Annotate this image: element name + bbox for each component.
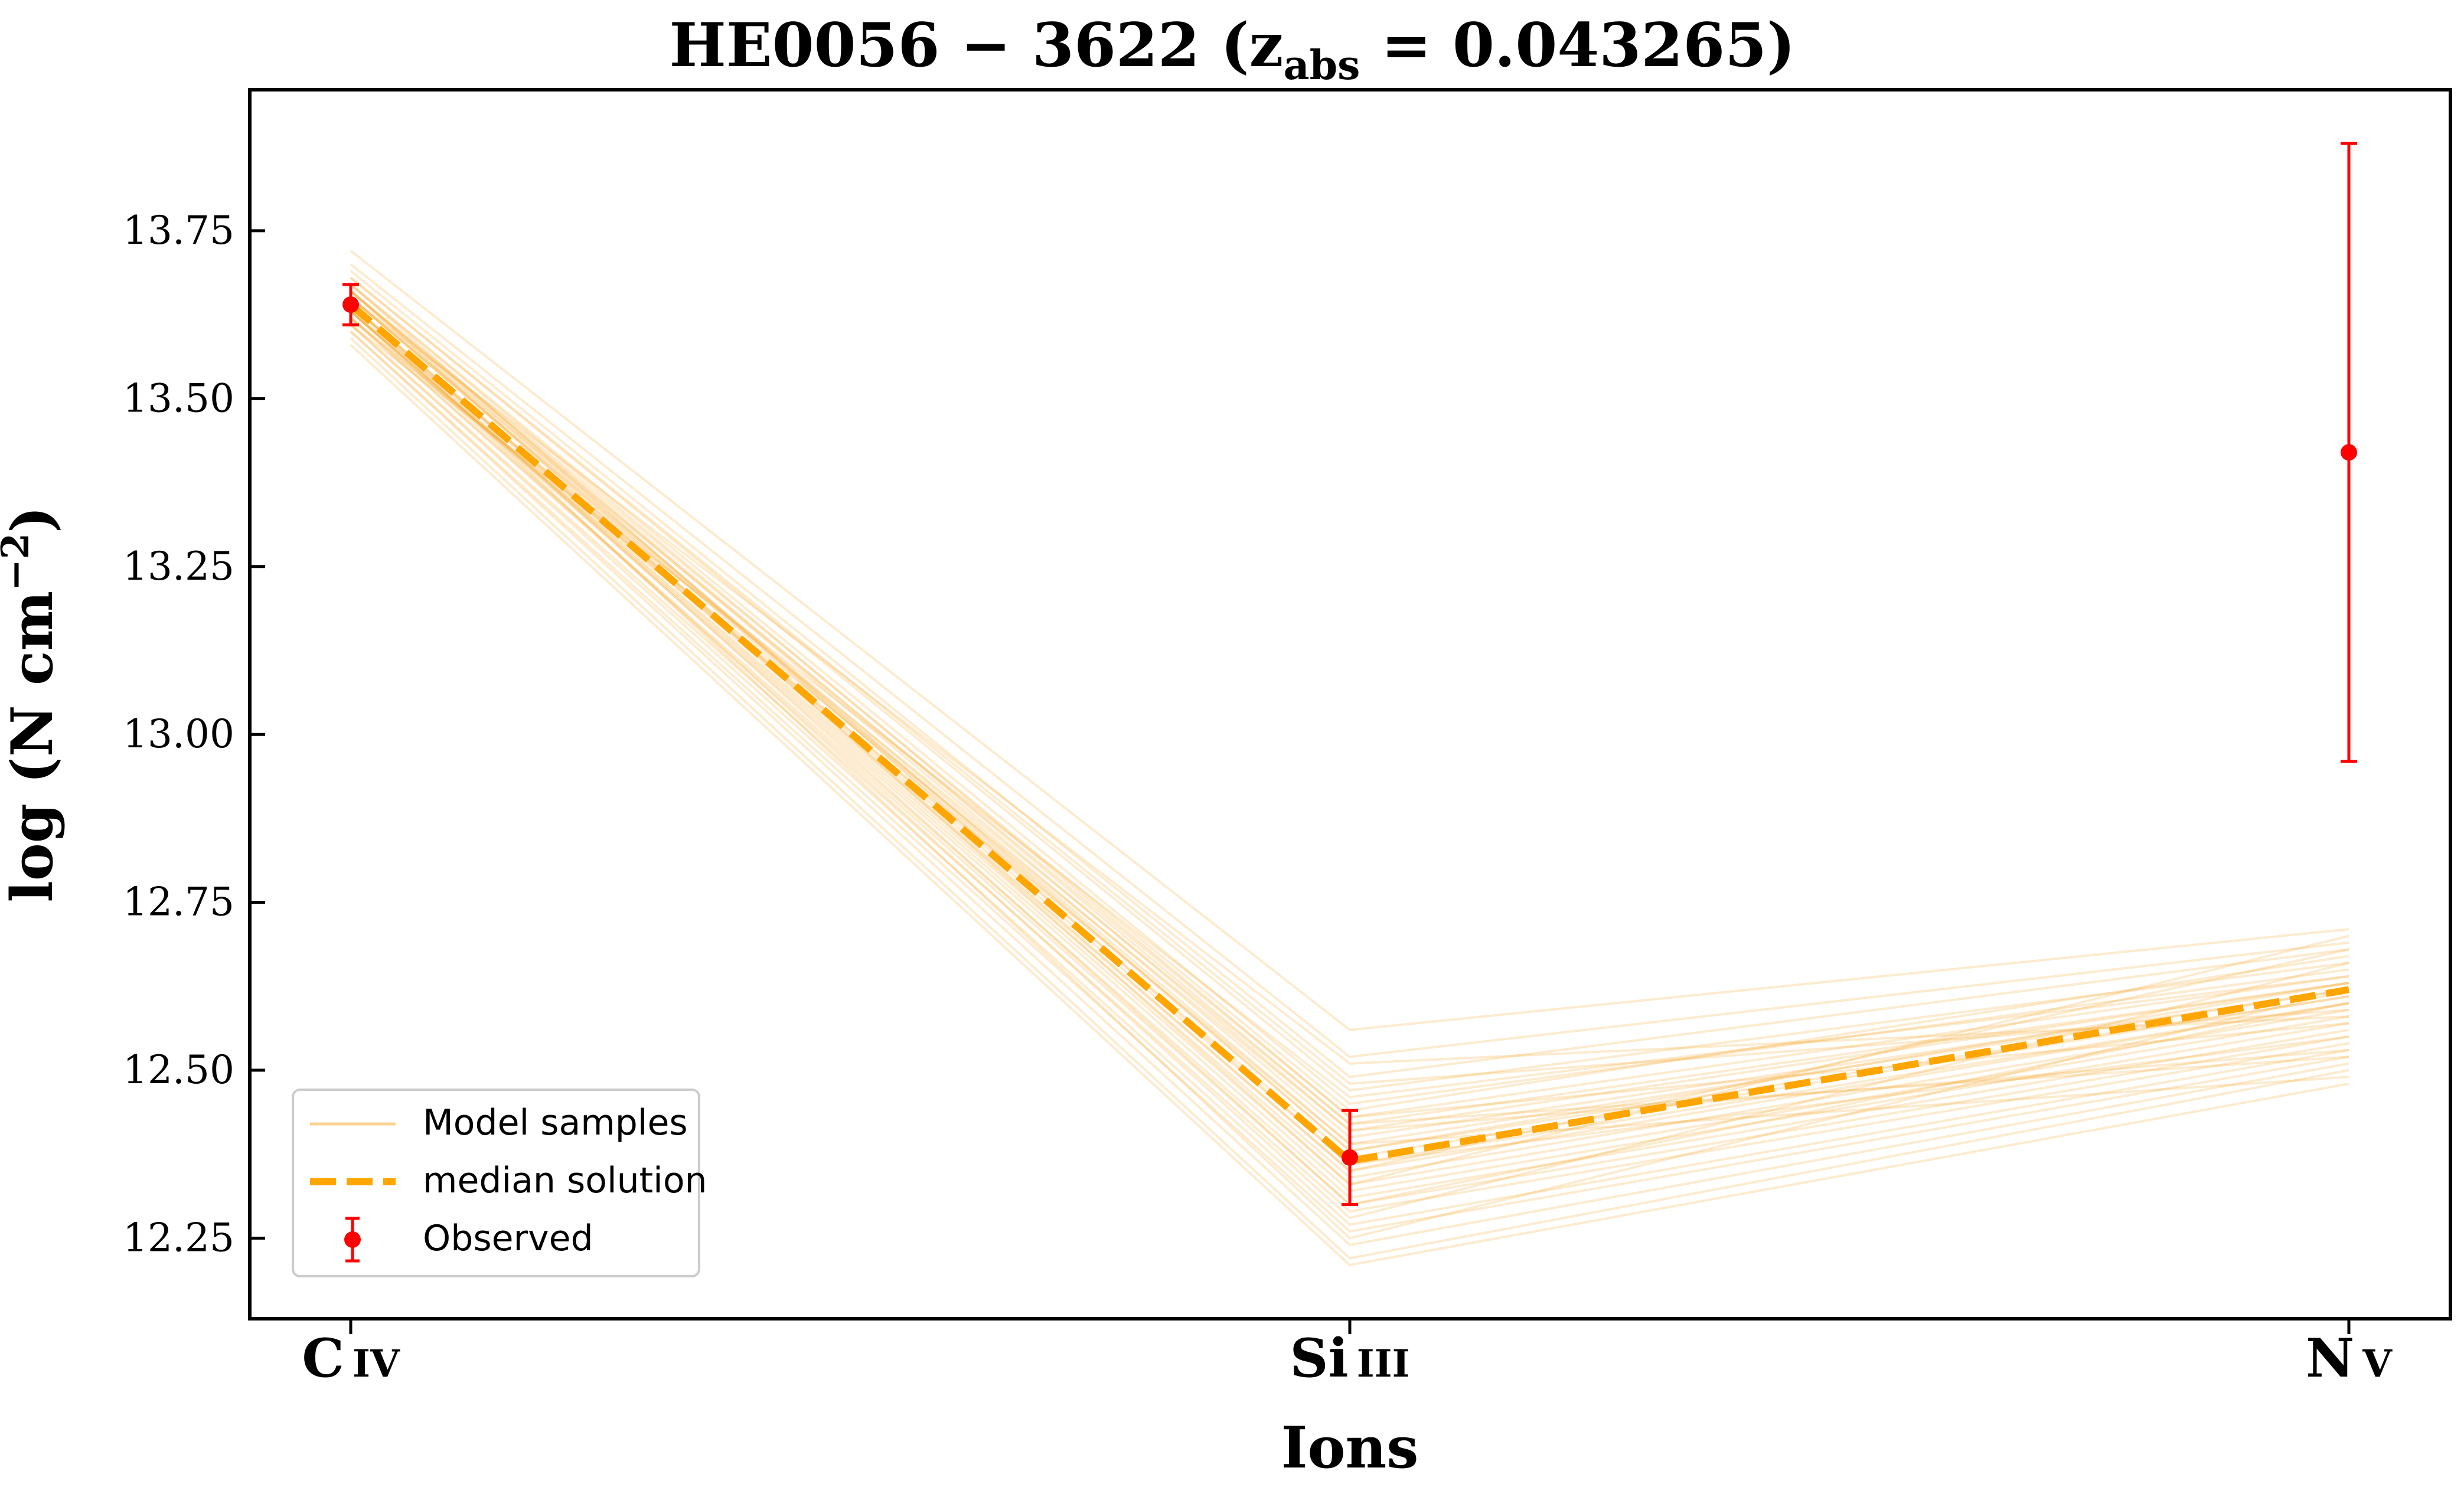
chart-title: HE0056 − 3622 (zabs = 0.043265) (669, 10, 1795, 89)
model-sample-line (350, 317, 2349, 1146)
model-sample-line (350, 323, 2349, 1212)
y-tick-label: 13.00 (123, 711, 234, 757)
model-sample-line (350, 310, 2349, 1179)
x-tick-label-ionization: III (1357, 1342, 1410, 1386)
model-sample-line (350, 283, 2349, 1105)
model-sample-line (350, 303, 2349, 1206)
x-axis-label: Ions (1281, 1414, 1419, 1481)
model-sample-line (350, 303, 2349, 1240)
model-sample-line (350, 297, 2349, 1119)
median-solution-line (348, 302, 2350, 1165)
model-sample-line (350, 331, 2349, 1246)
model-sample-line (350, 290, 2349, 1126)
x-tick-label-ionization: V (2362, 1342, 2393, 1386)
legend-median-label: median solution (423, 1160, 707, 1201)
x-tick-label-ionization: IV (353, 1342, 400, 1386)
legend-observed-label: Observed (423, 1218, 593, 1259)
model-sample-line (350, 290, 2349, 1152)
chart-title-rest: = 0.043265) (1360, 10, 1795, 81)
y-tick-label: 12.25 (123, 1215, 234, 1260)
model-sample-line (350, 344, 2349, 1266)
model-sample-line (350, 283, 2349, 1119)
x-tick-label: Si III (1290, 1327, 1410, 1390)
x-tick-label-element: N (2306, 1327, 2354, 1390)
model-sample-line (350, 297, 2349, 1146)
observed-points (342, 142, 2357, 1207)
chart-title-sub: abs (1284, 42, 1360, 89)
model-sample-line (350, 290, 2349, 1132)
legend-observed-point (344, 1231, 361, 1248)
x-axis-ticks: C IV Si III N V (302, 1319, 2393, 1390)
legend: Model samples median solution Observed (292, 1089, 707, 1277)
model-sample-line (350, 297, 2349, 1152)
y-axis-label-end: ) (0, 506, 66, 532)
y-tick-label: 13.25 (123, 544, 234, 589)
model-sample-line (350, 277, 2349, 1092)
x-tick-label: C IV (302, 1327, 400, 1390)
model-sample-line (350, 337, 2349, 1260)
model-sample-line (350, 297, 2349, 1065)
model-sample-line (350, 263, 2349, 1058)
y-tick-label: 12.75 (123, 880, 234, 925)
y-axis-label: log (N cm−2) (0, 506, 66, 902)
model-sample-line (350, 277, 2349, 1085)
model-sample-line (350, 250, 2349, 1031)
y-axis-label-sup: −2 (0, 533, 38, 591)
median-solution-polyline (348, 302, 2350, 1165)
legend-observed-swatch (344, 1217, 361, 1263)
model-sample-line (350, 331, 2349, 1233)
y-tick-label: 12.50 (123, 1047, 234, 1093)
observed-point (342, 296, 359, 313)
model-sample-line (350, 317, 2349, 1206)
y-tick-label: 13.75 (123, 208, 234, 253)
chart-title-main: HE0056 − 3622 (z (669, 10, 1283, 81)
model-sample-line (350, 310, 2349, 1220)
x-tick-label-element: C (302, 1327, 344, 1390)
y-axis-label-main: log (N cm (0, 591, 66, 903)
y-axis-ticks: 12.25 12.50 12.75 13.00 13.25 13.50 13.75 (123, 208, 265, 1260)
legend-box (292, 1089, 700, 1277)
model-sample-line (350, 323, 2349, 1099)
legend-samples-label: Model samples (423, 1102, 688, 1143)
observed-point (1342, 1149, 1358, 1166)
x-tick-label-element: Si (1290, 1327, 1349, 1390)
observed-point (2341, 444, 2357, 461)
y-tick-label: 13.50 (123, 375, 234, 421)
model-sample-line (350, 323, 2349, 1226)
model-sample-line (350, 270, 2349, 1078)
